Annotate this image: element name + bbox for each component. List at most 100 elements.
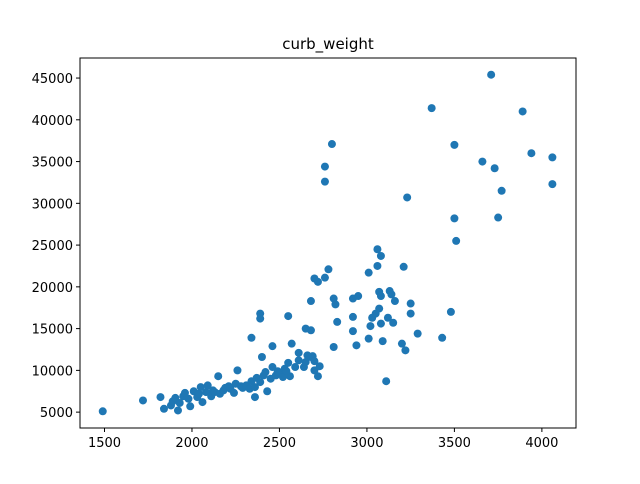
point [320, 162, 329, 171]
point [320, 177, 329, 186]
point [413, 329, 422, 338]
plot-frame [79, 57, 577, 429]
point [180, 388, 189, 397]
x-tick-label: 2500 [263, 436, 296, 451]
point [438, 333, 447, 342]
point [397, 339, 406, 348]
point [406, 309, 415, 318]
point [375, 304, 384, 313]
point [184, 394, 193, 403]
point [497, 186, 506, 195]
point [186, 402, 195, 411]
point [387, 290, 396, 299]
point [348, 327, 357, 336]
y-tick-label: 25000 [32, 239, 73, 254]
x-tick-label: 1500 [88, 436, 121, 451]
y-tick-label: 30000 [32, 197, 73, 212]
point [233, 366, 242, 375]
point [138, 396, 147, 405]
point [196, 383, 205, 392]
point [173, 406, 182, 415]
point [364, 268, 373, 277]
point [310, 357, 319, 366]
point [294, 348, 303, 357]
point [263, 387, 272, 396]
x-tick-label: 3000 [350, 436, 383, 451]
y-tick-label: 5000 [40, 406, 73, 421]
point [383, 313, 392, 322]
point [324, 265, 333, 274]
point [306, 297, 315, 306]
point [406, 299, 415, 308]
y-tick-label: 40000 [32, 114, 73, 129]
point [376, 319, 385, 328]
point [331, 300, 340, 309]
point [348, 312, 357, 321]
point [494, 213, 503, 222]
point [373, 261, 382, 270]
point [364, 334, 373, 343]
point [487, 70, 496, 79]
point [198, 398, 207, 407]
point [478, 157, 487, 166]
point [399, 262, 408, 271]
point [250, 383, 259, 392]
chart-title: curb_weight [282, 35, 374, 54]
point [548, 153, 557, 162]
point [518, 107, 527, 116]
point [156, 393, 165, 402]
point [98, 407, 107, 416]
point [268, 342, 277, 351]
point [229, 388, 238, 397]
point [333, 317, 342, 326]
point [401, 346, 410, 355]
point [403, 193, 412, 202]
point [315, 362, 324, 371]
point [256, 378, 265, 387]
point [159, 404, 168, 413]
point [313, 372, 322, 381]
point [446, 307, 455, 316]
point [327, 140, 336, 149]
y-tick-label: 15000 [32, 323, 73, 338]
y-tick-label: 35000 [32, 156, 73, 171]
point [548, 180, 557, 189]
x-tick-label: 4000 [525, 436, 558, 451]
point [282, 367, 291, 376]
point [354, 292, 363, 301]
point [527, 149, 536, 158]
point [261, 368, 270, 377]
point [194, 389, 203, 398]
y-tick-label: 45000 [32, 72, 73, 87]
x-tick-label: 2000 [175, 436, 208, 451]
point [382, 377, 391, 386]
point [329, 342, 338, 351]
point [175, 398, 184, 407]
point [490, 164, 499, 173]
y-tick-label: 10000 [32, 364, 73, 379]
point [257, 353, 266, 362]
y-tick-label: 20000 [32, 281, 73, 296]
point [214, 372, 223, 381]
point [247, 333, 256, 342]
point [390, 297, 399, 306]
point [303, 351, 312, 360]
point [284, 358, 293, 367]
point [287, 339, 296, 348]
point [452, 236, 461, 245]
point [450, 214, 459, 223]
point [203, 381, 212, 390]
point [450, 140, 459, 149]
point [373, 245, 382, 254]
point [376, 292, 385, 301]
point [378, 337, 387, 346]
point [376, 251, 385, 260]
point [250, 393, 259, 402]
point [301, 358, 310, 367]
point [278, 373, 287, 382]
point [427, 104, 436, 113]
point [291, 363, 300, 372]
point [284, 312, 293, 321]
point [389, 318, 398, 327]
